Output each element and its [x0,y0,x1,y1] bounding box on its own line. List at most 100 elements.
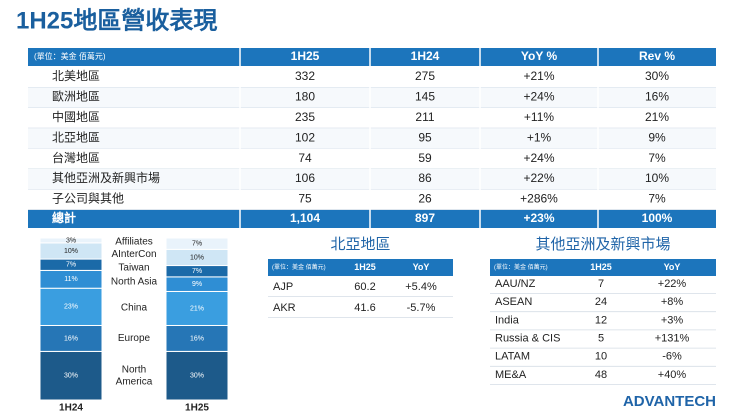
small-table-cell: +131% [655,333,690,345]
bar-segment [39,350,103,401]
segment-label: 16% [64,335,78,342]
segment-label: 16% [190,335,204,342]
bar-segment [39,324,103,352]
x-tick-label: 1H24 [59,403,83,412]
small-table-title: 北亞地區 [330,236,390,253]
table-cell: 106 [295,171,315,185]
small-table-cell: 41.6 [354,302,375,314]
table-cell: 95 [418,130,432,144]
segment-label: 3% [66,237,76,244]
bar-segment [39,237,103,244]
segment-label: 11% [64,276,78,283]
segment-label: 9% [192,281,202,288]
small-table-header-cell: YoY [664,262,681,272]
table-cell: 7% [648,192,666,206]
table-cell: 9% [648,130,666,144]
small-table-cell: India [495,314,520,326]
table-header-bg [28,48,716,66]
small-table-cell: +3% [661,314,684,326]
table-row-bg [28,107,716,129]
table-cell: 180 [295,90,315,104]
legend-label: Affiliates [115,237,153,248]
table-cell: 其他亞洲及新興市場 [52,170,160,185]
table-total-cell: 總計 [52,210,76,225]
small-table-cell: Russia & CIS [495,333,560,345]
logo: ADVANTECH [623,393,716,410]
legend-label: Taiwan [118,263,149,274]
table-cell: +11% [524,110,554,124]
table-cell: +24% [523,151,554,165]
small-table-cell: 60.2 [354,281,375,293]
small-table-header-bg [490,259,716,276]
table-total-bg [28,210,716,228]
small-table-cell: +40% [658,369,687,381]
small-table-cell: 5 [598,333,604,345]
table-cell: +24% [523,90,554,104]
small-table-cell: AAU/NZ [495,278,536,290]
segment-label: 30% [190,373,204,380]
small-table-cell: ME&A [495,369,527,381]
table-cell: 75 [298,192,312,206]
table-header-cell: YoY % [521,49,558,63]
table-cell: 235 [295,110,315,124]
legend-label: North Asia [111,276,158,287]
table-cell: 16% [645,90,669,104]
small-table-header-cell: (單位：美金 佰萬元) [272,263,326,271]
legend-label: China [121,302,148,313]
small-table-cell: +22% [658,278,687,290]
table-header-cell: 1H25 [291,49,320,63]
segment-label: 7% [192,241,202,248]
table-cell: 86 [418,171,432,185]
table-cell: 211 [415,110,434,124]
small-table-cell: -6% [662,351,682,363]
table-total-cell: 1,104 [290,211,320,225]
table-row-bg [28,87,716,108]
segment-label: 7% [192,268,202,275]
table-header-cell: Rev % [639,49,675,63]
table-cell: 30% [645,69,669,83]
table-cell: 中國地區 [52,109,100,124]
segment-label: 30% [64,373,78,380]
table-cell: +286% [520,192,558,206]
small-table-header-cell: YoY [413,262,430,272]
slide-title: 1H25地區營收表現 [16,7,217,34]
table-cell: 102 [295,130,315,144]
small-table-cell: 24 [595,296,607,308]
small-table-cell: AKR [273,302,296,314]
table-header-cell: (單位：美金 佰萬元) [34,51,106,61]
bar-segment [165,237,229,250]
bar-segment [165,324,229,352]
x-tick-label: 1H25 [185,403,209,412]
table-cell: 21% [645,110,669,124]
table-total-cell: 100% [642,211,673,225]
small-table-cell: +8% [661,296,684,308]
table-cell: +22% [523,171,554,185]
small-table-cell: AJP [273,281,293,293]
table-cell: 歐洲地區 [52,89,100,104]
small-table-cell: 7 [598,278,604,290]
segment-label: 7% [66,262,76,269]
small-table-cell: 12 [595,314,607,326]
legend-label: Europe [118,333,151,344]
table-row-bg [28,148,716,169]
table-cell: 332 [295,69,315,83]
table-cell: 北亞地區 [52,130,100,144]
table-cell: +1% [527,130,552,144]
table-cell: 7% [648,151,666,165]
segment-label: 21% [190,305,204,312]
small-table-cell: LATAM [495,351,530,363]
table-cell: 74 [298,151,312,165]
table-cell: 145 [415,90,435,104]
table-cell: 26 [418,192,432,206]
table-cell: 10% [645,171,669,185]
small-table-cell: +5.4% [405,281,437,293]
small-table-header-cell: (單位：美金 佰萬元) [494,263,548,271]
segment-label: 10% [64,248,78,255]
small-table-cell: 48 [595,369,607,381]
table-row-bg [28,128,716,149]
bar-segment [39,287,103,326]
legend-label: North America [116,364,153,387]
small-table-header-cell: 1H25 [590,262,612,272]
small-table-cell: ASEAN [495,296,532,308]
